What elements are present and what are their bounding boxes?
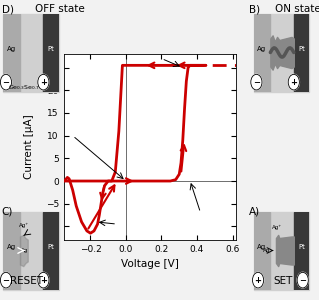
Bar: [254, 14, 271, 92]
Bar: [254, 212, 271, 290]
Text: D): D): [2, 4, 14, 14]
Bar: [43, 14, 59, 92]
Text: Ge$_{0.3}$Se$_{0.7}$: Ge$_{0.3}$Se$_{0.7}$: [8, 82, 40, 91]
Text: SET: SET: [274, 276, 293, 286]
Text: +: +: [255, 276, 262, 285]
Text: Ag: Ag: [20, 248, 28, 253]
Text: Pt: Pt: [298, 46, 305, 52]
Circle shape: [288, 74, 299, 90]
Circle shape: [0, 272, 11, 288]
Text: Ag⁺: Ag⁺: [19, 223, 29, 228]
Text: OFF state: OFF state: [35, 4, 85, 14]
Circle shape: [251, 74, 262, 90]
X-axis label: Voltage [V]: Voltage [V]: [121, 260, 179, 269]
Text: +: +: [290, 78, 297, 87]
Circle shape: [297, 272, 308, 288]
Y-axis label: Current [μA]: Current [μA]: [24, 115, 34, 179]
Text: A): A): [249, 207, 260, 217]
Circle shape: [38, 74, 49, 90]
Text: Ag: Ag: [257, 46, 267, 52]
Text: Ag⁺: Ag⁺: [271, 224, 282, 230]
Circle shape: [253, 272, 263, 288]
Text: Ag: Ag: [7, 46, 16, 52]
Text: RESET: RESET: [10, 276, 42, 286]
Bar: [3, 14, 20, 92]
Text: C): C): [2, 207, 13, 217]
Text: −: −: [3, 78, 10, 87]
Text: ON state: ON state: [275, 4, 319, 14]
Text: Pt: Pt: [48, 244, 55, 250]
Circle shape: [0, 74, 11, 90]
Text: Ag: Ag: [7, 244, 16, 250]
Text: +: +: [40, 276, 47, 285]
Bar: [294, 212, 309, 290]
Bar: [43, 212, 59, 290]
Text: −: −: [253, 78, 260, 87]
Text: −: −: [299, 276, 306, 285]
Text: Pt: Pt: [298, 244, 305, 250]
Text: B): B): [249, 4, 260, 14]
Bar: [294, 14, 309, 92]
Bar: [3, 212, 20, 290]
Text: +: +: [40, 78, 47, 87]
Text: Ag: Ag: [263, 248, 270, 253]
Circle shape: [38, 272, 49, 288]
Text: −: −: [3, 276, 10, 285]
Text: Ag: Ag: [257, 244, 267, 250]
Text: Pt: Pt: [48, 46, 55, 52]
